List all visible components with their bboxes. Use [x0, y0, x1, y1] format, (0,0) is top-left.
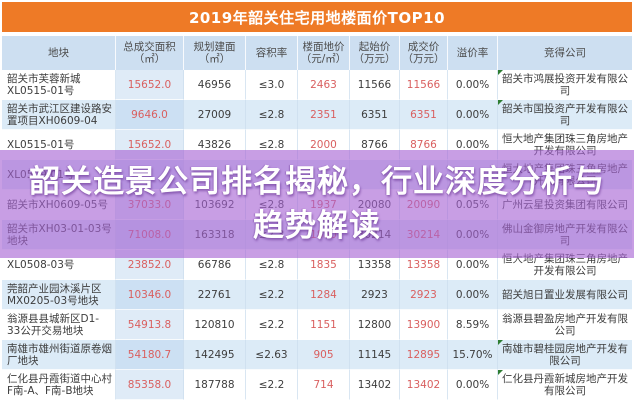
cell-plot_ratio: ≤2.2	[246, 280, 298, 310]
table-row: 仁化县丹霞街道中心村F南-A、F南-B地块 85358.0 187788 ≤2.2 71…	[2, 370, 632, 400]
column-header-area: 总成交面积 （㎡）	[116, 36, 184, 70]
cell-build_area: 22761	[184, 280, 246, 310]
cell-plot: 南雄市雄州街道原卷烟厂地块	[2, 340, 116, 370]
cell-deal_price: 13900	[400, 310, 448, 340]
cell-company: 韶关旭日置业发展有限公司	[498, 280, 632, 310]
cell-start_price: 11145	[350, 340, 400, 370]
cell-premium: 0.00%	[448, 280, 498, 310]
cell-plot_ratio: ≤2.8	[246, 250, 298, 280]
cell-build_area: 187788	[184, 370, 246, 400]
cell-premium: 15.70%	[448, 340, 498, 370]
cell-area: 15652.0	[116, 70, 184, 100]
cell-plot: 翁源县县城新区D1-33公开交易地块	[2, 310, 116, 340]
column-header-label: 总成交面积	[123, 41, 176, 53]
column-header-floor_price: 楼面地价 （元/㎡）	[298, 36, 350, 70]
column-header-unit: （㎡）	[133, 53, 166, 65]
column-header-start_price: 起始价 （万元）	[350, 36, 400, 70]
cell-deal_price: 11566	[400, 70, 448, 100]
column-header-label: 成交价	[407, 41, 440, 53]
cell-company: 翁源县碧盈房地产开发有限公司	[498, 310, 632, 340]
cell-area: 9646.0	[116, 100, 184, 130]
cell-company: 仁化县丹霞新城房地产开发有限公司	[498, 370, 632, 400]
table-row: 翁源县县城新区D1-33公开交易地块 54913.8 120810 ≤2.2 1151 1…	[2, 310, 632, 340]
column-header-label: 规划建面	[193, 41, 236, 53]
cell-plot_ratio: ≤2.8	[246, 100, 298, 130]
column-header-label: 溢价率	[456, 47, 489, 59]
cell-premium: 0.00%	[448, 100, 498, 130]
cell-company: 韶关市国投资产开发有限公司	[498, 100, 632, 130]
cell-floor_price: 1284	[298, 280, 350, 310]
cell-plot_ratio: ≤2.2	[246, 370, 298, 400]
cell-plot: XL0508-03号	[2, 250, 116, 280]
cell-deal_price: 2923	[400, 280, 448, 310]
cell-floor_price: 1835	[298, 250, 350, 280]
promo-overlay-line1: 韶关造景公司排名揭秘，行业深度分析与	[29, 164, 605, 200]
column-header-label: 竞得公司	[544, 47, 586, 59]
cell-floor_price: 2463	[298, 70, 350, 100]
cell-floor_price: 714	[298, 370, 350, 400]
column-header-plot: 地块	[2, 36, 116, 70]
column-header-company: 竞得公司	[498, 36, 632, 70]
cell-start_price: 6351	[350, 100, 400, 130]
column-header-premium: 溢价率	[448, 36, 498, 70]
cell-plot_ratio: ≤2.2	[246, 310, 298, 340]
column-header-unit: （元/㎡）	[300, 53, 347, 65]
cell-build_area: 46956	[184, 70, 246, 100]
column-header-label: 起始价	[358, 41, 391, 53]
table-header-row: 地块 总成交面积 （㎡） 规划建面 （㎡） 容积率 楼面地价 （元/㎡） 起始价 （万元） 成交价（…	[2, 36, 632, 70]
cell-premium: 0.00%	[448, 370, 498, 400]
table-row: 韶关市芙蓉新城XL0515-01号 15652.0 46956 ≤3.0 2463 115…	[2, 70, 632, 100]
cell-start_price: 2923	[350, 280, 400, 310]
cell-build_area: 27009	[184, 100, 246, 130]
cell-plot_ratio: ≤2.63	[246, 340, 298, 370]
cell-premium: 0.00%	[448, 70, 498, 100]
column-header-deal_price: 成交价 （万元）	[400, 36, 448, 70]
cell-premium: 8.59%	[448, 310, 498, 340]
cell-plot: 仁化县丹霞街道中心村F南-A、F南-B地块	[2, 370, 116, 400]
cell-company: 南雄市碧桂园房地产开发有限公司	[498, 340, 632, 370]
cell-plot: 莞韶产业园沐溪片区MX0205-03号地块	[2, 280, 116, 310]
table-row: 韶关市武江区建设路安置项目XH0609-04 9646.0 27009 ≤2.8 235…	[2, 100, 632, 130]
column-header-build_area: 规划建面 （㎡）	[184, 36, 246, 70]
cell-plot: 韶关市武江区建设路安置项目XH0609-04	[2, 100, 116, 130]
cell-area: 10346.0	[116, 280, 184, 310]
column-header-unit: （万元）	[353, 53, 396, 65]
cell-area: 54913.8	[116, 310, 184, 340]
cell-area: 85358.0	[116, 370, 184, 400]
cell-build_area: 142495	[184, 340, 246, 370]
cell-deal_price: 13358	[400, 250, 448, 280]
cell-deal_price: 13402	[400, 370, 448, 400]
cell-start_price: 11566	[350, 70, 400, 100]
table-title: 2019年韶关住宅用地楼面价TOP10	[188, 8, 446, 27]
table-row: 南雄市雄州街道原卷烟厂地块 54180.7 142495 ≤2.63 905 11145 1…	[2, 340, 632, 370]
cell-deal_price: 6351	[400, 100, 448, 130]
cell-premium: 0.00%	[448, 250, 498, 280]
cell-area: 54180.7	[116, 340, 184, 370]
column-header-label: 地块	[48, 47, 69, 59]
cell-start_price: 12800	[350, 310, 400, 340]
table-row: 莞韶产业园沐溪片区MX0205-03号地块 10346.0 22761 ≤2.2 128…	[2, 280, 632, 310]
cell-floor_price: 905	[298, 340, 350, 370]
column-header-label: 楼面地价	[302, 41, 345, 53]
cell-floor_price: 1151	[298, 310, 350, 340]
table-title-banner: 2019年韶关住宅用地楼面价TOP10	[2, 2, 632, 32]
column-header-unit: （㎡）	[198, 53, 231, 65]
cell-build_area: 66786	[184, 250, 246, 280]
cell-floor_price: 2351	[298, 100, 350, 130]
promo-overlay-banner: 韶关造景公司排名揭秘，行业深度分析与 趋势解读	[0, 150, 634, 258]
column-header-label: 容积率	[255, 47, 288, 59]
cell-plot: 韶关市芙蓉新城XL0515-01号	[2, 70, 116, 100]
cell-build_area: 120810	[184, 310, 246, 340]
cell-start_price: 13402	[350, 370, 400, 400]
column-header-unit: （万元）	[402, 53, 445, 65]
cell-plot_ratio: ≤3.0	[246, 70, 298, 100]
promo-overlay-line2: 趋势解读	[253, 208, 381, 244]
cell-deal_price: 12895	[400, 340, 448, 370]
cell-company: 韶关市鸿展投资开发有限公司	[498, 70, 632, 100]
column-header-plot_ratio: 容积率	[246, 36, 298, 70]
cell-start_price: 13358	[350, 250, 400, 280]
